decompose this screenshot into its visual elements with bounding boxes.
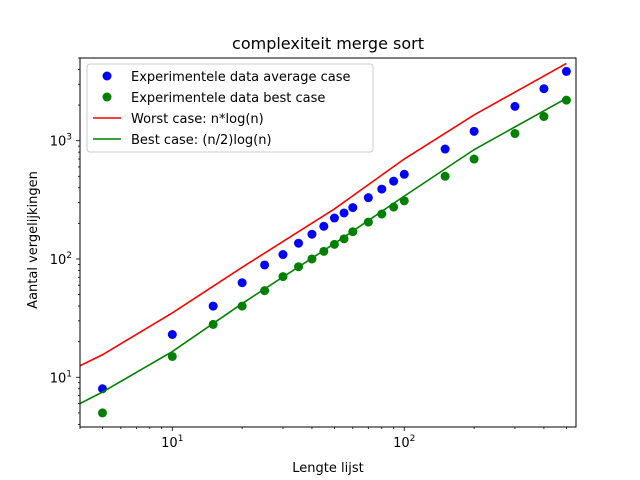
data-point bbox=[469, 126, 479, 136]
data-point bbox=[561, 95, 571, 105]
x-tick-label: 101 bbox=[161, 434, 183, 451]
series-line bbox=[80, 62, 567, 367]
y-tick-label: 101 bbox=[50, 369, 72, 386]
y-tick-label: 103 bbox=[50, 133, 72, 150]
data-point bbox=[399, 169, 409, 179]
x-tick-label: 102 bbox=[393, 434, 415, 451]
data-point bbox=[348, 203, 358, 213]
chart-title: complexiteit merge sort bbox=[232, 34, 424, 53]
data-point bbox=[167, 329, 177, 339]
data-point bbox=[440, 144, 450, 154]
y-axis-label: Aantal vergelijkingen bbox=[26, 171, 41, 309]
plot-frame bbox=[79, 57, 577, 428]
data-point bbox=[440, 171, 450, 181]
legend-label: Best case: (n/2)log(n) bbox=[131, 133, 272, 148]
data-point bbox=[294, 238, 304, 248]
y-tick-label: 102 bbox=[50, 251, 72, 268]
data-point bbox=[539, 84, 549, 94]
data-point bbox=[339, 208, 349, 218]
data-point bbox=[307, 229, 317, 239]
data-point bbox=[510, 101, 520, 111]
data-point bbox=[319, 221, 329, 231]
legend-marker-swatch bbox=[102, 92, 112, 102]
data-point bbox=[469, 154, 479, 164]
data-point bbox=[237, 301, 247, 311]
data-point bbox=[237, 278, 247, 288]
legend: Experimentele data average case Experimen… bbox=[86, 63, 374, 153]
data-point bbox=[208, 301, 218, 311]
legend-label: Experimentele data average case bbox=[131, 70, 351, 85]
legend-box bbox=[86, 63, 374, 153]
series-4 bbox=[80, 97, 567, 405]
data-point bbox=[97, 408, 107, 418]
series-line bbox=[80, 97, 567, 405]
series-1 bbox=[97, 66, 571, 394]
data-point bbox=[260, 260, 270, 270]
data-point bbox=[510, 129, 520, 139]
data-point bbox=[278, 250, 288, 260]
data-point bbox=[377, 209, 387, 219]
legend-label: Experimentele data best case bbox=[131, 91, 325, 106]
data-point bbox=[561, 66, 571, 76]
data-point bbox=[329, 213, 339, 223]
series-layer bbox=[80, 62, 571, 418]
legend-marker-swatch bbox=[102, 71, 112, 81]
data-point bbox=[167, 351, 177, 361]
legend-label: Worst case: n*log(n) bbox=[131, 112, 264, 127]
data-point bbox=[539, 112, 549, 122]
data-point bbox=[389, 176, 399, 186]
data-point bbox=[339, 234, 349, 244]
series-3 bbox=[80, 62, 567, 367]
x-axis-label: Lengte lijst bbox=[292, 461, 363, 476]
data-point bbox=[363, 193, 373, 203]
data-point bbox=[377, 184, 387, 194]
